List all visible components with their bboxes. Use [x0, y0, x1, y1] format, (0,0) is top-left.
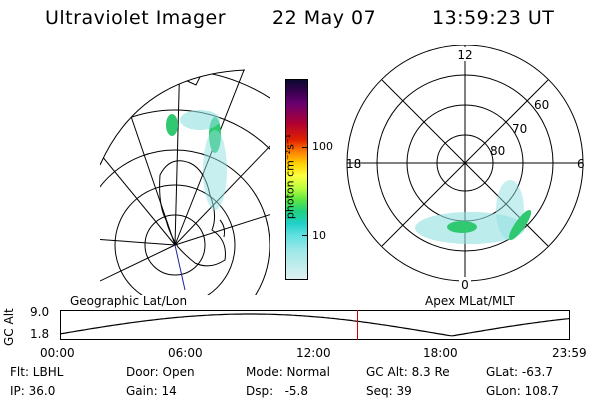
colorbar-tick-10: 10: [312, 229, 326, 242]
aurora-patch: [166, 114, 178, 136]
aurora-haze: [180, 110, 220, 130]
timeline-ytick-bottom: 1.8: [30, 327, 50, 341]
aurora-haze: [203, 130, 227, 210]
ip-status: IP: 36.0: [10, 384, 56, 398]
mlt-0-label: 0: [461, 278, 469, 292]
instrument-title: Ultraviolet Imager: [45, 7, 227, 29]
timeline-xtick: 23:59: [552, 346, 587, 360]
apex-panel-label: Apex MLat/MLT: [425, 294, 515, 308]
mode-status: Mode: Normal: [246, 365, 330, 379]
colorbar-tick-100: 100: [312, 140, 333, 153]
mlt-18-label: 18: [346, 157, 361, 171]
sun-direction-line: [174, 244, 186, 291]
filter-status: Flt: LBHL: [10, 365, 64, 379]
geographic-panel-label: Geographic Lat/Lon: [70, 294, 188, 308]
timeline-xtick: 00:00: [40, 346, 75, 360]
polar-plot: 12 18 6 0 60 70 80: [346, 45, 585, 292]
mlt-6-label: 6: [577, 157, 585, 171]
timeline-xtick: 12:00: [296, 346, 331, 360]
timeline-ylabel: GC Alt: [2, 308, 16, 346]
timeline-xtick: 18:00: [423, 346, 458, 360]
date-label: 22 May 07: [272, 7, 377, 29]
timeline-xtick: 06:00: [168, 346, 203, 360]
lat-70-label: 70: [512, 122, 527, 136]
lat-60-label: 60: [534, 98, 549, 112]
mlt-12-label: 12: [457, 48, 472, 62]
time-label: 13:59:23 UT: [432, 7, 555, 29]
aurora-patch: [508, 209, 532, 241]
geographic-map: [100, 69, 270, 295]
gain-status: Gain: 14: [126, 384, 177, 398]
dsp-status: Dsp: -5.8: [246, 384, 309, 398]
intensity-colorbar: [285, 79, 308, 280]
colorbar-unit-label: photon cm⁻²s⁻¹: [283, 133, 297, 220]
lat-80-label: 80: [490, 144, 505, 158]
seq-status: Seq: 39: [366, 384, 412, 398]
aurora-patch: [447, 221, 477, 233]
timeline-ytick-top: 9.0: [30, 305, 50, 319]
door-status: Door: Open: [126, 365, 195, 379]
glon-status: GLon: 108.7: [486, 384, 559, 398]
gc-alt-status: GC Alt: 8.3 Re: [366, 365, 450, 379]
altitude-timeline: [60, 310, 570, 340]
glat-status: GLat: -63.7: [486, 365, 553, 379]
